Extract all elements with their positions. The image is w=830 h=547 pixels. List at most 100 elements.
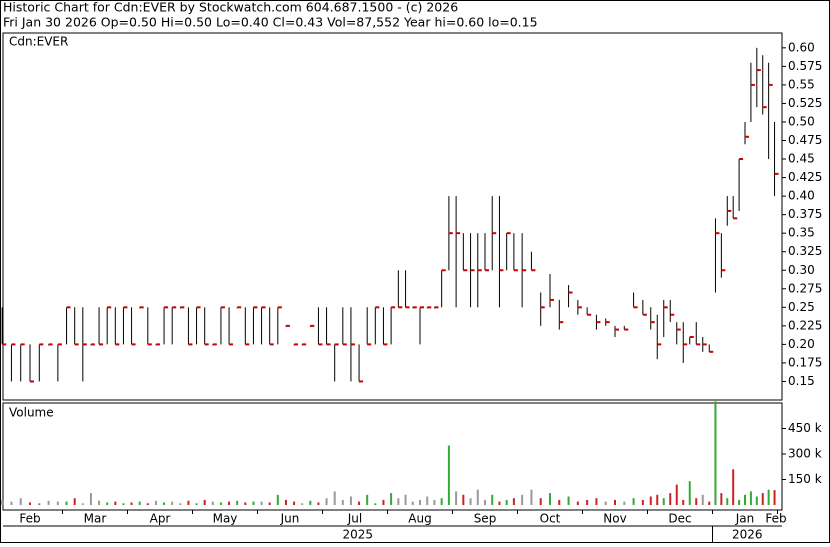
- volume-bar: [614, 499, 616, 505]
- y-tick-label: 0.175: [788, 355, 822, 369]
- volume-label: Volume: [9, 406, 54, 420]
- volume-bar: [397, 498, 400, 505]
- year-label: 2025: [342, 528, 373, 542]
- y-tick-label: 0.225: [788, 318, 822, 332]
- volume-bar: [404, 494, 407, 505]
- volume-bar: [512, 498, 515, 505]
- volume-bar: [309, 500, 312, 505]
- volume-bar: [65, 501, 68, 505]
- volume-bar: [773, 490, 776, 505]
- y-tick-label: 0.40: [788, 189, 815, 203]
- volume-bar: [366, 494, 369, 505]
- volume-bar: [122, 503, 125, 505]
- y-tick-label: 0.525: [788, 96, 822, 110]
- volume-bar: [411, 501, 414, 505]
- y-tick-label: 0.425: [788, 170, 822, 184]
- volume-bar: [349, 496, 352, 505]
- volume-bar: [276, 494, 279, 505]
- volume-bar: [81, 503, 84, 505]
- volume-bar: [130, 502, 133, 505]
- header-summary: Fri Jan 30 2026 Op=0.50 Hi=0.50 Lo=0.40 …: [3, 15, 538, 30]
- y-tick-label: 0.575: [788, 59, 822, 73]
- volume-bar: [146, 503, 149, 505]
- volume-bar: [293, 501, 296, 505]
- volume-bar: [1, 499, 4, 505]
- volume-bar: [567, 496, 570, 505]
- y-tick-label: 0.50: [788, 114, 815, 128]
- y-tick-label: 0.25: [788, 300, 815, 314]
- volume-bar: [576, 501, 579, 505]
- volume-bar: [228, 501, 231, 505]
- volume-bar: [252, 501, 255, 505]
- y-tick-label: 0.60: [788, 40, 815, 54]
- volume-bar: [426, 496, 429, 505]
- x-tick-label: Feb: [19, 512, 40, 526]
- volume-bar: [317, 502, 320, 505]
- x-tick-label: Jan: [735, 512, 755, 526]
- volume-bar: [433, 499, 436, 505]
- volume-bar: [219, 502, 222, 505]
- volume-bar: [688, 481, 691, 505]
- volume-bar: [154, 500, 157, 505]
- y2-tick-label: 150 k: [788, 472, 822, 486]
- volume-bar: [656, 494, 659, 505]
- x-tick-label: Feb: [765, 512, 786, 526]
- volume-bar: [669, 493, 672, 505]
- x-tick-label: Nov: [603, 512, 626, 526]
- volume-bar: [539, 498, 542, 505]
- y-tick-label: 0.45: [788, 152, 815, 166]
- x-tick-label: Mar: [84, 512, 107, 526]
- volume-bar: [749, 491, 752, 505]
- volume-bar: [374, 503, 377, 505]
- x-tick-label: Jul: [347, 512, 362, 526]
- volume-bar: [203, 499, 206, 505]
- volume-bar: [455, 491, 458, 505]
- volume-bar: [179, 503, 182, 505]
- volume-bar: [720, 493, 723, 505]
- y-tick-label: 0.275: [788, 281, 822, 295]
- volume-bar: [675, 484, 678, 505]
- volume-bar: [211, 501, 214, 505]
- y-tick-label: 0.375: [788, 207, 822, 221]
- volume-bar: [260, 501, 263, 505]
- volume-bar: [595, 498, 598, 505]
- volume-bar: [708, 501, 711, 505]
- volume-bar: [701, 494, 704, 505]
- year-label: 2026: [732, 528, 763, 542]
- x-tick-label: Jun: [280, 512, 300, 526]
- y-tick-label: 0.15: [788, 374, 815, 388]
- volume-bar: [440, 498, 443, 505]
- volume-bar: [106, 502, 109, 505]
- volume-bar: [586, 499, 589, 505]
- y-tick-label: 0.325: [788, 244, 822, 258]
- volume-bar: [89, 493, 92, 505]
- volume-bar: [29, 502, 31, 505]
- volume-bar: [682, 499, 685, 505]
- volume-bar: [47, 500, 50, 505]
- volume-bar: [530, 489, 533, 505]
- volume-bar: [662, 498, 665, 505]
- volume-bar: [744, 494, 746, 505]
- volume-bar: [767, 489, 770, 505]
- y-tick-label: 0.35: [788, 226, 815, 240]
- volume-bar: [491, 494, 494, 505]
- volume-bar: [98, 500, 101, 505]
- volume-bar: [521, 494, 524, 505]
- volume-bar: [755, 496, 758, 505]
- y-tick-label: 0.30: [788, 263, 815, 277]
- y-tick-label: 0.20: [788, 337, 815, 351]
- volume-bar: [632, 498, 635, 505]
- volume-bar: [695, 498, 698, 505]
- volume-bar: [171, 501, 174, 505]
- volume-bar: [358, 501, 361, 505]
- volume-bar: [268, 502, 271, 505]
- volume-bar: [284, 499, 287, 505]
- y-tick-label: 0.55: [788, 77, 815, 91]
- volume-bar: [333, 491, 336, 505]
- volume-bar: [469, 498, 472, 505]
- volume-bar: [163, 502, 166, 505]
- volume-bar: [476, 489, 479, 505]
- volume-bar: [484, 499, 486, 505]
